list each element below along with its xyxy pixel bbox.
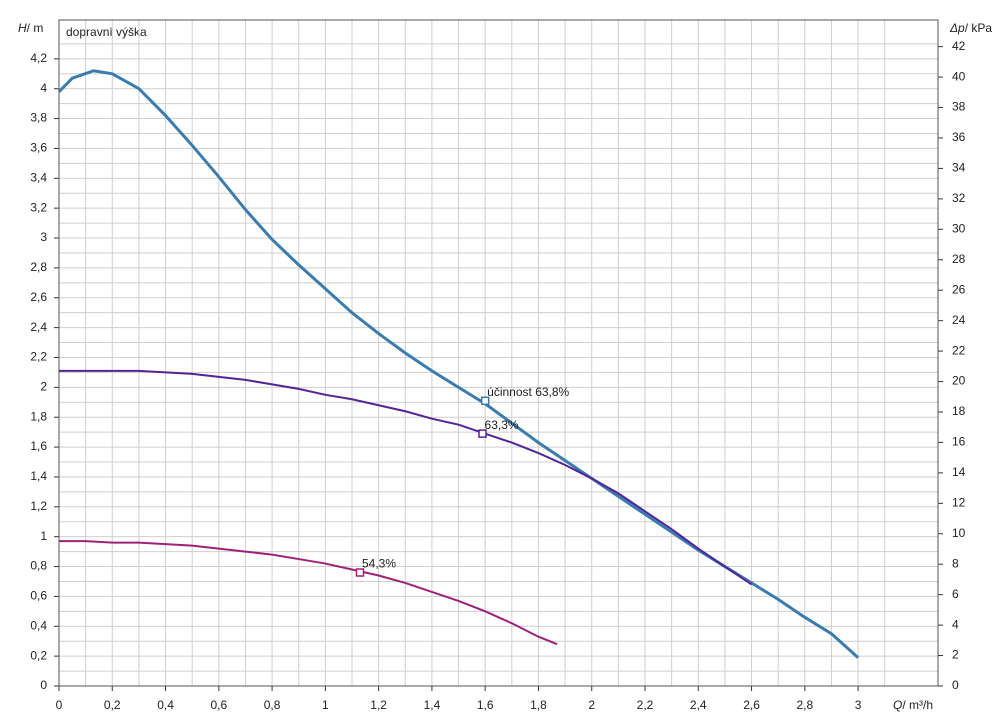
y2-tick-label: 42 — [952, 39, 966, 53]
y-tick-label: 0,4 — [30, 618, 47, 632]
y-tick-label: 4 — [40, 81, 47, 95]
y-tick-label: 0,6 — [30, 589, 47, 603]
y2-tick-label: 14 — [952, 465, 966, 479]
y-tick-label: 1,4 — [30, 469, 47, 483]
x-tick-label: 0,8 — [264, 698, 281, 712]
y2-tick-label: 2 — [952, 648, 959, 662]
y-tick-label: 0,2 — [30, 648, 47, 662]
marker-label: 54,3% — [362, 557, 396, 571]
y-tick-label: 4,2 — [30, 51, 47, 65]
y2-tick-label: 16 — [952, 435, 966, 449]
y-tick-label: 3 — [40, 230, 47, 244]
y2-tick-label: 8 — [952, 556, 959, 570]
y-tick-label: 0 — [40, 678, 47, 692]
x-tick-label: 0,6 — [210, 698, 227, 712]
x-tick-label: 0 — [56, 698, 63, 712]
x-label-symbol: Q — [893, 698, 902, 712]
y2-tick-label: 36 — [952, 130, 966, 144]
y2-tick-label: 38 — [952, 100, 966, 114]
y2-tick-label: 26 — [952, 282, 966, 296]
y-label-symbol: H — [18, 21, 27, 35]
y-tick-label: 1,2 — [30, 499, 47, 513]
y2-tick-label: 0 — [952, 678, 959, 692]
y2-tick-label: 6 — [952, 587, 959, 601]
efficiency-marker — [478, 429, 487, 438]
x-tick-label: 2,4 — [690, 698, 707, 712]
y2-tick-label: 4 — [952, 617, 959, 631]
x-tick-label: 2,2 — [637, 698, 654, 712]
y-tick-label: 1,8 — [30, 409, 47, 423]
marker-label: 63,3% — [485, 418, 519, 432]
y2-tick-label: 24 — [952, 313, 966, 327]
y2-tick-label: 40 — [952, 69, 966, 83]
y2-tick-label: 34 — [952, 161, 966, 175]
y-tick-label: 2,4 — [30, 320, 47, 334]
y-tick-label: 3,4 — [30, 170, 47, 184]
y-tick-label: 0,8 — [30, 559, 47, 573]
x-axis-label: Q/ m³/h — [893, 698, 933, 712]
x-tick-label: 1,4 — [424, 698, 441, 712]
y-tick-label: 2 — [40, 380, 47, 394]
plot-frame — [58, 19, 939, 687]
x-tick-label: 2,8 — [796, 698, 813, 712]
y2-tick-label: 20 — [952, 374, 966, 388]
y2-tick-label: 10 — [952, 526, 966, 540]
x-tick-label: 2,6 — [743, 698, 760, 712]
y2-tick-label: 18 — [952, 404, 966, 418]
x-tick-label: 1 — [322, 698, 329, 712]
efficiency-marker — [480, 396, 490, 406]
y2-tick-label: 32 — [952, 191, 966, 205]
y2-label-symbol: Δp — [949, 21, 965, 35]
y2-tick-label: 30 — [952, 221, 966, 235]
y-tick-label: 1 — [40, 529, 47, 543]
y-tick-label: 2,8 — [30, 260, 47, 274]
y-tick-label: 2,6 — [30, 290, 47, 304]
y2-tick-label: 28 — [952, 252, 966, 266]
y-tick-label: 3,2 — [30, 200, 47, 214]
y-tick-label: 2,2 — [30, 350, 47, 364]
x-tick-label: 3 — [855, 698, 862, 712]
x-tick-label: 2 — [588, 698, 595, 712]
x-tick-label: 0,4 — [157, 698, 174, 712]
x-tick-label: 1,2 — [370, 698, 387, 712]
x-tick-label: 1,8 — [530, 698, 547, 712]
y2-tick-label: 22 — [952, 343, 966, 357]
x-tick-label: 1,6 — [477, 698, 494, 712]
y2-tick-label: 12 — [952, 495, 966, 509]
y-tick-label: 3,8 — [30, 111, 47, 125]
y2-label-unit: / kPa — [965, 21, 993, 35]
curve — [59, 540, 558, 646]
x-label-unit: / m³/h — [902, 698, 933, 712]
efficiency-marker — [355, 568, 365, 577]
curve — [59, 369, 753, 586]
chart-title: dopravní výška — [66, 25, 147, 39]
y2-axis-label: Δp/ kPa — [949, 21, 992, 35]
y-tick-label: 3,6 — [30, 141, 47, 155]
y-label-unit: / m — [27, 21, 44, 35]
marker-label: účinnost 63,8% — [487, 385, 569, 399]
y-axis-label: H/ m — [18, 21, 43, 35]
y-tick-label: 1,6 — [30, 439, 47, 453]
x-tick-label: 0,2 — [104, 698, 121, 712]
